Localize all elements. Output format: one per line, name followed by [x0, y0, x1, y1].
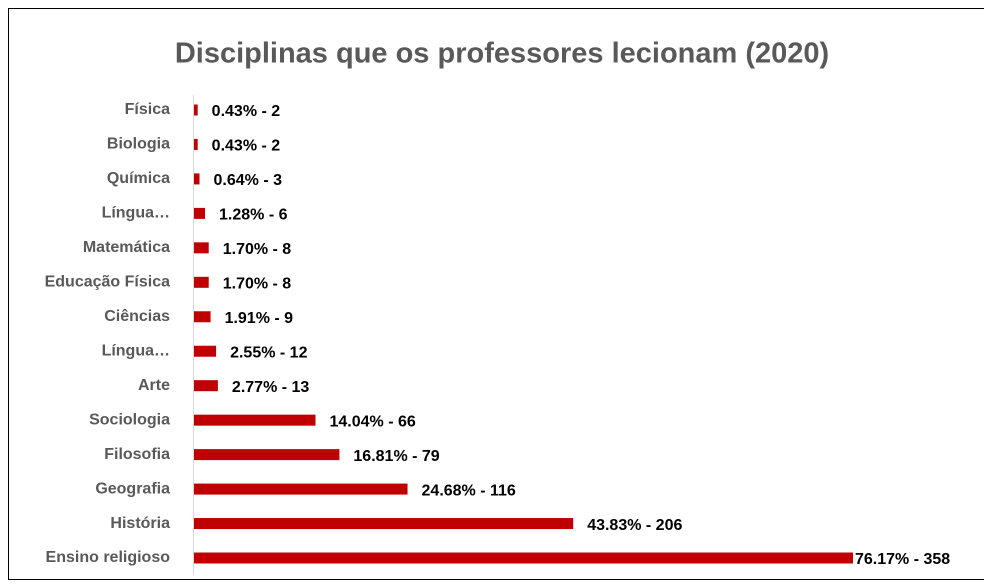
data-label: 1.70% - 8 [223, 241, 292, 258]
y-tick-label: Matemática [83, 239, 170, 256]
data-label: 2.55% - 12 [230, 344, 307, 361]
y-tick-label: Biologia [107, 136, 170, 153]
y-tick-label: Língua… [102, 205, 170, 222]
bar [194, 449, 340, 461]
y-tick-label: Ciências [104, 308, 170, 325]
data-label: 24.68% - 116 [422, 482, 516, 499]
data-label: 2.77% - 13 [232, 379, 309, 396]
data-label: 76.17% - 358 [855, 551, 950, 568]
data-label: 14.04% - 66 [329, 413, 415, 430]
bar [194, 138, 198, 150]
y-tick-label: Arte [138, 377, 170, 394]
y-tick-label: Língua… [102, 342, 170, 359]
bar [194, 552, 853, 564]
bar [194, 483, 408, 495]
y-tick-label: Física [125, 101, 170, 118]
bar [194, 345, 217, 357]
y-tick-label: Ensino religioso [46, 549, 171, 566]
data-label: 43.83% - 206 [587, 517, 682, 534]
bar [194, 311, 211, 323]
data-label: 0.43% - 2 [212, 103, 281, 120]
data-label: 0.43% - 2 [212, 138, 281, 155]
chart-frame [8, 8, 984, 580]
bar [194, 276, 209, 288]
y-tick-label: Filosofia [104, 446, 170, 463]
y-tick-label: História [110, 515, 170, 532]
chart-title: Disciplinas que os professores lecionam … [175, 38, 829, 70]
y-tick-label: Sociologia [89, 411, 170, 428]
y-tick-label: Geografia [95, 480, 170, 497]
bar [194, 104, 198, 116]
bar [194, 173, 200, 185]
data-label: 1.91% - 9 [225, 310, 294, 327]
data-label: 1.28% - 6 [219, 207, 288, 224]
data-label: 16.81% - 79 [353, 448, 439, 465]
bar [194, 414, 316, 426]
bar [194, 380, 218, 392]
data-label: 0.64% - 3 [214, 172, 283, 189]
bar [194, 518, 574, 530]
data-label: 1.70% - 8 [223, 276, 292, 293]
y-tick-label: Educação Física [45, 274, 170, 291]
bar [194, 242, 209, 254]
y-tick-label: Química [107, 170, 170, 187]
bar [194, 207, 206, 219]
